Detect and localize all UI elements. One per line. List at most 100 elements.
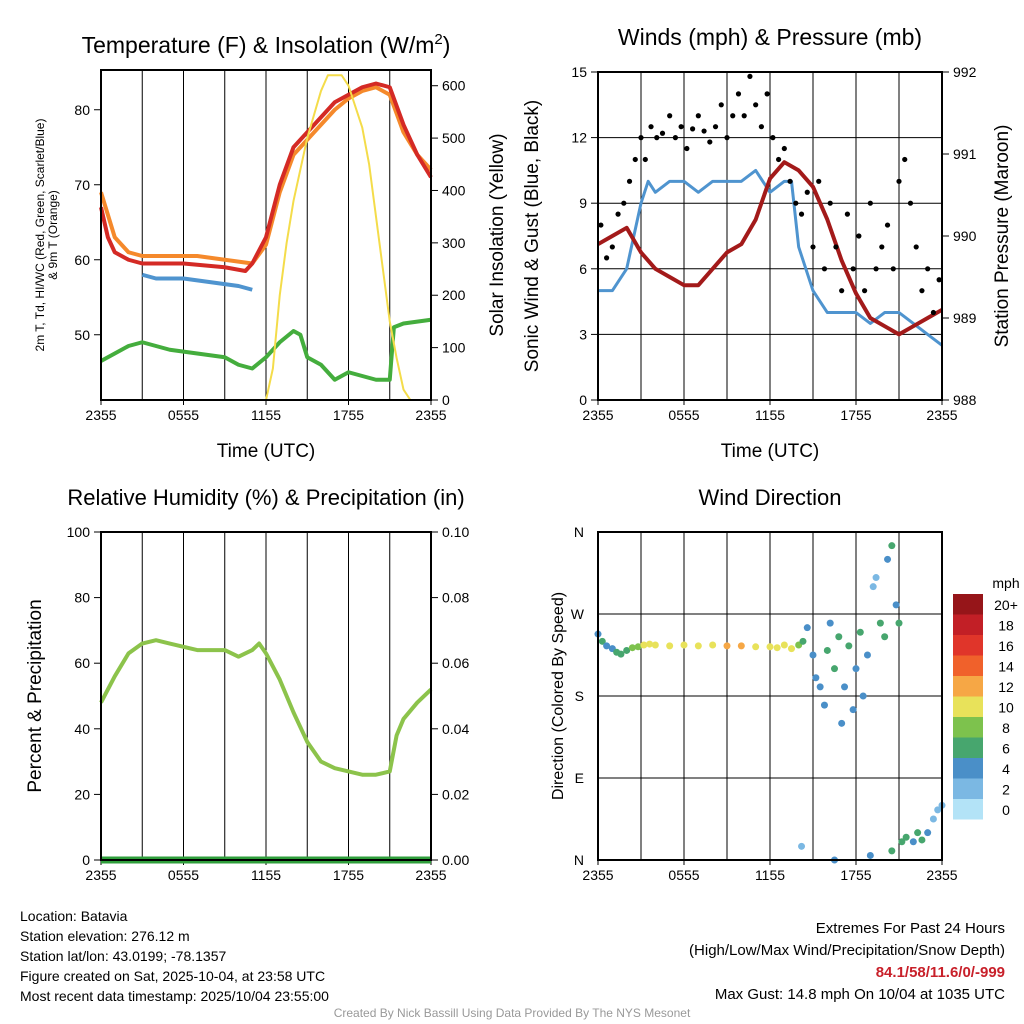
direction-point — [823, 646, 831, 654]
gust-point — [867, 200, 873, 206]
direction-point — [888, 542, 896, 550]
gust-point — [879, 244, 885, 250]
gust-point — [907, 200, 914, 206]
y2-tick-label: 0.10 — [442, 524, 469, 540]
direction-point — [752, 643, 760, 651]
direction-point — [766, 643, 774, 651]
chart-title: Temperature (F) & Insolation (W/m2) — [82, 31, 451, 58]
direction-point — [598, 637, 606, 645]
gust-point — [690, 126, 696, 132]
gust-point — [913, 244, 919, 250]
x-tick-label: 1755 — [333, 407, 364, 423]
y-tick-label: N — [574, 852, 584, 868]
legend-swatch — [953, 778, 983, 799]
legend-swatch — [953, 717, 983, 738]
plot-frame — [597, 71, 943, 401]
gust-point — [816, 178, 822, 184]
y-axis-label: Percent & Precipitation — [25, 599, 46, 792]
y-tick-label: 80 — [74, 590, 90, 606]
gust-point — [678, 124, 684, 130]
y-tick-label: 6 — [579, 261, 587, 277]
gust-point — [793, 200, 799, 206]
gust-point — [896, 178, 902, 184]
direction-point — [803, 624, 811, 632]
gust-point — [648, 124, 654, 130]
direction-point — [628, 644, 636, 652]
direction-point — [809, 651, 817, 659]
direction-point — [924, 829, 932, 837]
legend-label: 18 — [998, 618, 1014, 634]
direction-point — [856, 628, 864, 636]
y-tick-label: 40 — [74, 721, 90, 737]
y2-tick-label: 0 — [442, 392, 450, 408]
direction-point — [872, 574, 880, 582]
legend-label: 16 — [998, 638, 1014, 654]
gust-point — [712, 124, 719, 130]
gust-point — [747, 73, 753, 79]
gust-point — [598, 222, 604, 228]
legend-label: 2 — [1002, 782, 1010, 798]
x-tick-label: 0555 — [168, 867, 199, 883]
y2-tick-label: 989 — [953, 310, 977, 326]
gust-point — [787, 178, 793, 184]
max-gust-text: Max Gust: 14.8 mph On 10/04 at 1035 UTC — [714, 986, 1005, 1003]
created-text: Figure created on Sat, 2025-10-04, at 23… — [20, 968, 326, 984]
direction-point — [841, 683, 849, 691]
direction-point — [623, 646, 631, 654]
direction-point — [918, 836, 926, 844]
chart-rh — [94, 531, 438, 865]
direction-point — [881, 633, 889, 641]
y2-tick-label: 0.00 — [442, 852, 469, 868]
legend-label: 4 — [1002, 761, 1010, 777]
direction-point — [780, 641, 788, 649]
y-tick-label: 15 — [571, 64, 587, 80]
x-tick-label: 1755 — [840, 407, 871, 423]
direction-point — [773, 644, 781, 652]
series-line-hi-wc — [141, 272, 253, 292]
plot-frame — [100, 531, 432, 861]
direction-point — [888, 847, 896, 855]
station-info: Location: Batavia Station elevation: 276… — [20, 906, 329, 1006]
y-tick-label: 80 — [74, 102, 90, 118]
gust-point — [758, 124, 765, 130]
direction-point — [812, 674, 820, 682]
y-tick-label: 0 — [82, 852, 90, 868]
chart-title: Wind Direction — [698, 485, 841, 510]
direction-point — [884, 555, 892, 563]
x-axis-label: Time (UTC) — [217, 441, 316, 462]
direction-point — [694, 642, 702, 650]
direction-point — [820, 701, 828, 709]
y-tick-label: 70 — [74, 177, 90, 193]
gust-point — [856, 233, 862, 239]
gust-point — [684, 145, 690, 152]
y2-tick-label: 0.04 — [442, 721, 469, 737]
direction-point — [709, 641, 717, 649]
direction-point — [892, 601, 900, 609]
series-line-rh — [99, 638, 433, 777]
y2-tick-label: 100 — [442, 340, 466, 356]
gust-point — [604, 255, 610, 261]
direction-point — [788, 645, 795, 653]
location-text: Location: Batavia — [20, 908, 128, 924]
y-tick-label: 12 — [571, 130, 587, 146]
direction-point — [640, 641, 648, 649]
x-tick-label: 1155 — [755, 407, 785, 423]
gust-point — [672, 135, 679, 141]
gust-point — [821, 266, 828, 272]
gust-point — [626, 178, 633, 184]
y2-tick-label: 0.06 — [442, 655, 469, 671]
y2-tick-label: 400 — [442, 182, 466, 198]
direction-point — [651, 641, 659, 649]
y-tick-label: 20 — [74, 786, 90, 802]
gust-point — [902, 156, 908, 163]
gust-point — [936, 277, 942, 283]
legend-swatch — [953, 758, 983, 779]
x-tick-label: 2355 — [582, 867, 613, 883]
gust-point — [621, 200, 627, 206]
direction-point — [902, 833, 910, 841]
legend-swatch — [953, 696, 983, 717]
direction-point — [798, 842, 806, 850]
x-tick-label: 1155 — [251, 407, 281, 423]
gust-point — [839, 288, 845, 294]
gust-point — [764, 91, 770, 97]
